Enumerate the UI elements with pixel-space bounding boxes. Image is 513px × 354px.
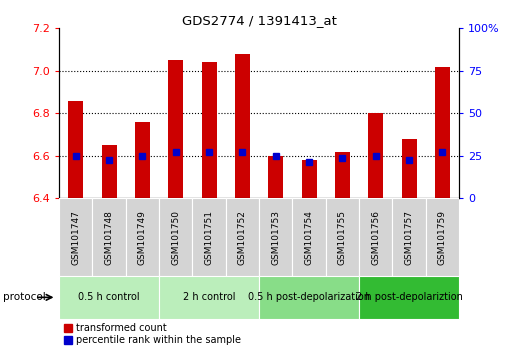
Bar: [392, 198, 426, 276]
Bar: [359, 198, 392, 276]
Bar: [59, 276, 159, 319]
Bar: [192, 198, 226, 276]
Bar: [92, 198, 126, 276]
Bar: [302, 160, 317, 198]
Bar: [59, 198, 92, 276]
Text: GSM101750: GSM101750: [171, 210, 180, 265]
Bar: [426, 198, 459, 276]
Text: GSM101748: GSM101748: [105, 210, 113, 265]
Text: GSM101755: GSM101755: [338, 210, 347, 265]
Bar: [226, 198, 259, 276]
Bar: [259, 276, 359, 319]
Bar: [368, 113, 383, 198]
Bar: [159, 276, 259, 319]
Text: GSM101752: GSM101752: [238, 210, 247, 265]
Text: 0.5 h control: 0.5 h control: [78, 292, 140, 302]
Title: GDS2774 / 1391413_at: GDS2774 / 1391413_at: [182, 14, 337, 27]
Text: 2 h control: 2 h control: [183, 292, 235, 302]
Text: GSM101749: GSM101749: [138, 210, 147, 265]
Bar: [135, 122, 150, 198]
Text: 0.5 h post-depolarization: 0.5 h post-depolarization: [248, 292, 370, 302]
Text: protocol: protocol: [3, 292, 45, 302]
Legend: transformed count, percentile rank within the sample: transformed count, percentile rank withi…: [64, 324, 242, 346]
Bar: [259, 198, 292, 276]
Bar: [202, 62, 216, 198]
Text: GSM101759: GSM101759: [438, 210, 447, 265]
Bar: [126, 198, 159, 276]
Text: GSM101751: GSM101751: [205, 210, 213, 265]
Bar: [359, 276, 459, 319]
Bar: [235, 54, 250, 198]
Bar: [326, 198, 359, 276]
Text: GSM101747: GSM101747: [71, 210, 80, 265]
Text: 2 h post-depolariztion: 2 h post-depolariztion: [356, 292, 463, 302]
Bar: [268, 156, 283, 198]
Bar: [402, 139, 417, 198]
Text: GSM101754: GSM101754: [305, 210, 313, 265]
Bar: [292, 198, 326, 276]
Bar: [102, 145, 116, 198]
Text: GSM101753: GSM101753: [271, 210, 280, 265]
Bar: [168, 60, 183, 198]
Text: GSM101756: GSM101756: [371, 210, 380, 265]
Text: GSM101757: GSM101757: [405, 210, 413, 265]
Bar: [335, 152, 350, 198]
Bar: [435, 67, 450, 198]
Bar: [68, 101, 83, 198]
Bar: [159, 198, 192, 276]
